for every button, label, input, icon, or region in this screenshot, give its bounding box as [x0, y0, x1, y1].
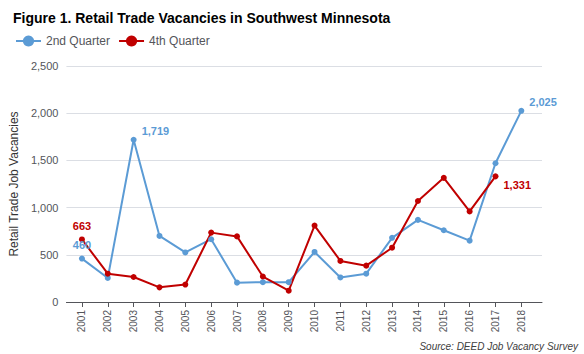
- svg-text:663: 663: [73, 220, 91, 232]
- svg-text:1,500: 1,500: [31, 154, 59, 166]
- svg-text:Source: DEED Job Vacancy Surve: Source: DEED Job Vacancy Survey: [419, 341, 579, 352]
- svg-text:2nd Quarter: 2nd Quarter: [46, 34, 110, 48]
- svg-text:2,025: 2,025: [529, 96, 557, 108]
- svg-text:2006: 2006: [206, 310, 217, 333]
- svg-text:2009: 2009: [283, 310, 294, 333]
- svg-text:Figure 1. Retail Trade Vacanci: Figure 1. Retail Trade Vacancies in Sout…: [13, 10, 391, 26]
- svg-text:2012: 2012: [361, 310, 372, 333]
- svg-text:2018: 2018: [516, 310, 527, 333]
- svg-text:2014: 2014: [412, 310, 423, 333]
- svg-text:2007: 2007: [232, 310, 243, 333]
- svg-text:2017: 2017: [490, 310, 501, 333]
- svg-text:2002: 2002: [102, 310, 113, 333]
- svg-text:2,000: 2,000: [31, 107, 59, 119]
- svg-text:2003: 2003: [128, 310, 139, 333]
- svg-text:2005: 2005: [180, 310, 191, 333]
- svg-text:460: 460: [73, 239, 91, 251]
- svg-text:2011: 2011: [335, 310, 346, 332]
- svg-text:0: 0: [52, 296, 58, 308]
- svg-text:1,331: 1,331: [503, 179, 531, 191]
- svg-text:2013: 2013: [387, 310, 398, 333]
- svg-text:500: 500: [40, 249, 58, 261]
- svg-text:4th Quarter: 4th Quarter: [149, 34, 210, 48]
- svg-text:1,719: 1,719: [142, 125, 170, 137]
- svg-text:2,500: 2,500: [31, 60, 59, 72]
- svg-text:1,000: 1,000: [31, 202, 59, 214]
- svg-text:2010: 2010: [309, 310, 320, 333]
- svg-text:2015: 2015: [438, 310, 449, 333]
- svg-text:2001: 2001: [76, 310, 87, 333]
- svg-text:2004: 2004: [154, 310, 165, 333]
- svg-text:2008: 2008: [257, 310, 268, 333]
- svg-text:2016: 2016: [464, 310, 475, 333]
- svg-text:Retail Trade Job Vacancies: Retail Trade Job Vacancies: [7, 111, 21, 256]
